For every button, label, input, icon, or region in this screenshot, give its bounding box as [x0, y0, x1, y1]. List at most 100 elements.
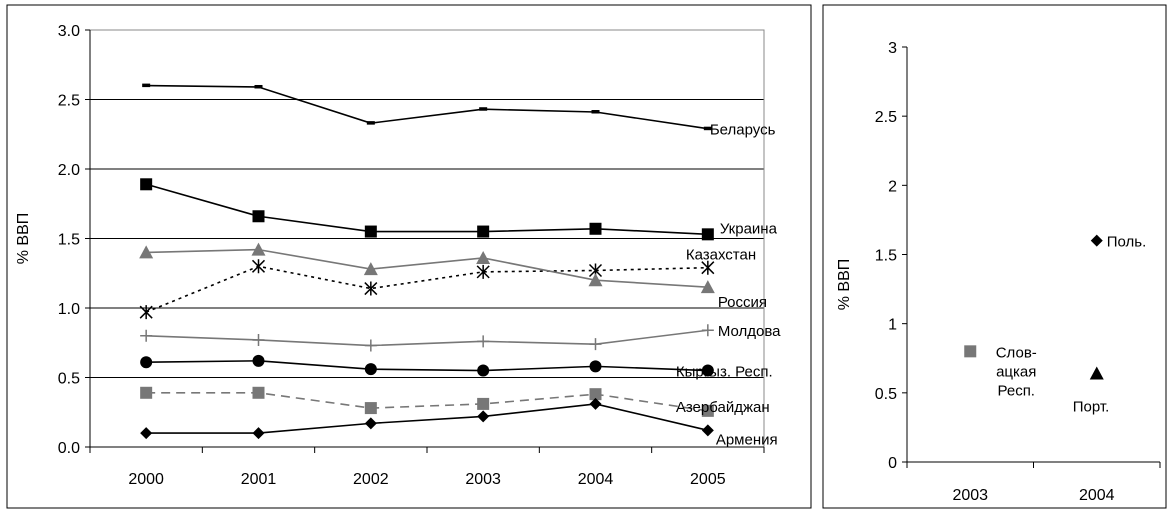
data-point: [477, 397, 490, 410]
point-поль: Поль.: [1090, 234, 1147, 251]
data-point: [701, 424, 714, 437]
point-слов-ацкая-респ: Слов-ацкая Респ.: [964, 344, 1037, 399]
data-point: [140, 386, 153, 399]
series-line: [146, 248, 708, 288]
data-point: [589, 338, 602, 351]
series-line: [146, 84, 708, 130]
data-point: [364, 225, 377, 238]
data-point: [140, 356, 153, 369]
data-point: [964, 345, 977, 358]
series-армения: Армения: [140, 397, 778, 448]
x-tick-label: 2004: [578, 471, 614, 488]
series-line: [146, 329, 708, 347]
series-беларусь: Беларусь: [142, 83, 776, 139]
y-tick-label: 3: [888, 40, 897, 57]
series-казахстан: Казахстан: [139, 247, 756, 320]
data-point: [701, 324, 714, 337]
data-point: [364, 363, 377, 376]
y-tick-label: 1.5: [875, 248, 897, 265]
data-point: [364, 417, 377, 430]
data-point: [588, 273, 603, 287]
data-point: [251, 242, 266, 256]
data-point: [477, 364, 490, 377]
data-point: [701, 260, 715, 275]
y-tick-label: 2.5: [875, 109, 897, 126]
data-point: [364, 402, 377, 415]
data-point: [589, 397, 602, 410]
series-label: Россия: [718, 294, 767, 311]
x-tick-label: 2004: [1079, 487, 1115, 504]
data-point: [252, 354, 265, 367]
point-label-line: Респ.: [998, 382, 1035, 399]
point-label: Порт.: [1073, 398, 1110, 415]
y-tick-label: 0.5: [875, 386, 897, 403]
data-point: [589, 222, 602, 235]
data-point: [252, 210, 265, 223]
series-line: [146, 403, 709, 434]
data-point: [252, 333, 265, 346]
series-label: Азербайджан: [676, 399, 770, 416]
point-порт: Порт.: [1073, 366, 1110, 415]
series-line: [145, 183, 708, 236]
data-point: [366, 121, 375, 125]
x-tick-label: 2001: [241, 471, 277, 488]
y-tick-label: 1.5: [58, 232, 80, 249]
y-tick-label: 2: [888, 178, 897, 195]
series-label: Армения: [716, 431, 778, 448]
data-point: [477, 410, 490, 423]
point-label-line: ацкая: [996, 363, 1036, 380]
y-tick-label: 2.5: [58, 93, 80, 110]
series-label: Кыргыз. Респ.: [676, 364, 773, 381]
data-point: [140, 427, 153, 440]
point-label: Поль.: [1107, 234, 1147, 251]
data-point: [363, 262, 378, 276]
series-украина: Украина: [140, 178, 778, 241]
data-point: [252, 386, 265, 399]
y-tick-label: 1.0: [58, 301, 80, 318]
series-азербайджан: Азербайджан: [140, 386, 770, 417]
y-tick-label: 2.0: [58, 162, 80, 179]
right-chart-frame: [822, 4, 1167, 509]
data-point: [254, 84, 263, 89]
data-point: [476, 250, 491, 264]
data-point: [701, 364, 714, 377]
data-point: [479, 107, 488, 111]
data-point: [251, 259, 266, 274]
y-axis-label: % ВВП: [15, 213, 32, 265]
x-tick-label: 2000: [128, 471, 164, 488]
y-tick-label: 3.0: [58, 23, 80, 40]
series-label: Украина: [720, 220, 778, 237]
data-point: [591, 110, 600, 114]
data-point: [589, 360, 602, 373]
data-point: [477, 225, 490, 238]
data-point: [1089, 366, 1104, 380]
y-tick-label: 0.5: [58, 371, 80, 388]
y-tick-label: 0: [888, 455, 897, 472]
series-россия: Россия: [139, 242, 767, 311]
data-point: [364, 281, 378, 296]
data-point: [364, 339, 377, 352]
data-point: [701, 404, 714, 417]
data-point: [139, 245, 154, 259]
series-label: Казахстан: [686, 247, 756, 264]
plot-border: [90, 29, 765, 447]
data-point: [142, 83, 151, 88]
data-point: [476, 264, 490, 279]
x-tick-label: 2003: [952, 487, 988, 504]
x-tick-label: 2005: [690, 471, 726, 488]
y-axis-label: % ВВП: [836, 259, 853, 311]
data-point: [703, 126, 712, 131]
data-point: [701, 228, 714, 241]
data-point: [477, 335, 490, 348]
data-point: [1090, 234, 1103, 247]
point-label: Слов-ацкая Респ.: [996, 344, 1037, 399]
data-point: [140, 329, 153, 342]
x-tick-label: 2003: [465, 471, 501, 488]
data-point: [140, 178, 153, 191]
x-tick-label: 2002: [353, 471, 389, 488]
data-point: [252, 427, 265, 440]
data-point: [589, 388, 602, 401]
data-point: [139, 305, 153, 320]
data-point: [700, 280, 715, 294]
